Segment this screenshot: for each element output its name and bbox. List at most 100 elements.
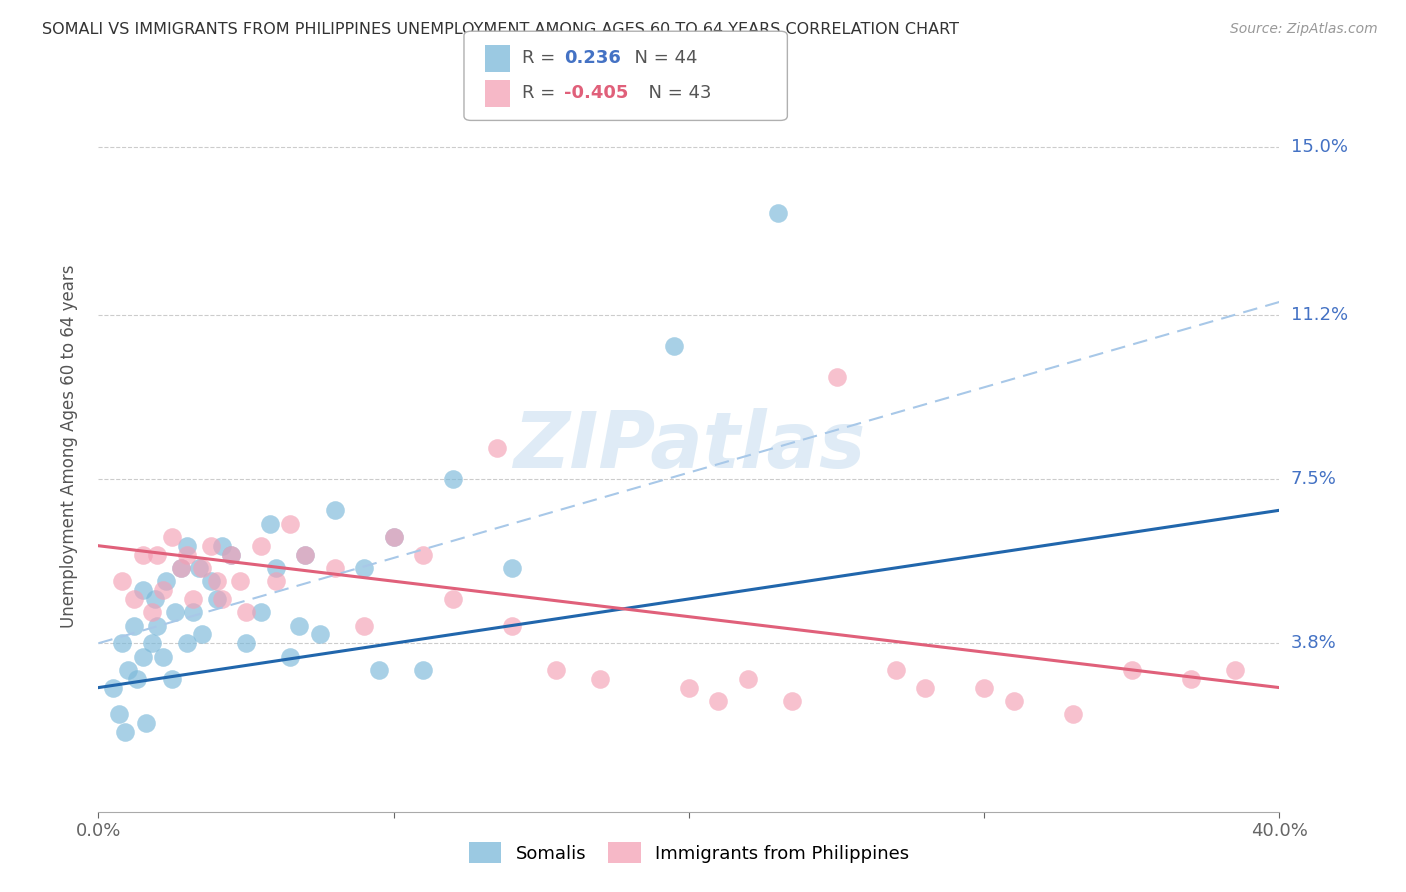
Point (235, 636, 257, 650)
Point (170, 561, 193, 575)
Point (205, 574, 228, 589)
Point (211, 591, 233, 606)
Point (323, 503, 346, 517)
Point (111, 636, 134, 650)
Point (589, 672, 612, 686)
Point (412, 663, 434, 677)
Point (162, 672, 183, 686)
Point (181, 591, 204, 606)
Point (259, 516, 281, 531)
Point (1002, 694, 1025, 708)
Point (353, 618, 375, 632)
Text: 15.0%: 15.0% (1291, 137, 1347, 156)
Point (146, 618, 169, 632)
Point (737, 672, 759, 686)
Legend: Somalis, Immigrants from Philippines: Somalis, Immigrants from Philippines (460, 833, 918, 872)
Point (122, 591, 145, 606)
Point (219, 548, 242, 562)
Point (191, 627, 214, 641)
Text: N = 43: N = 43 (637, 85, 711, 103)
Text: R =: R = (522, 49, 561, 67)
Point (117, 663, 139, 677)
Point (1180, 672, 1202, 686)
Text: ZIPatlas: ZIPatlas (513, 408, 865, 484)
Point (914, 681, 936, 695)
Point (187, 561, 209, 575)
Point (132, 548, 155, 562)
Point (544, 663, 567, 677)
Text: 7.5%: 7.5% (1291, 470, 1337, 488)
Point (103, 681, 125, 695)
Text: R =: R = (522, 85, 561, 103)
Point (176, 548, 198, 562)
Point (155, 574, 177, 589)
Point (264, 574, 287, 589)
Point (294, 548, 316, 562)
Point (211, 539, 233, 553)
Point (235, 605, 257, 619)
Point (441, 591, 464, 606)
Point (176, 636, 198, 650)
Text: 0.236: 0.236 (564, 49, 620, 67)
Point (200, 574, 222, 589)
Point (782, 694, 804, 708)
Text: SOMALI VS IMMIGRANTS FROM PHILIPPINES UNEMPLOYMENT AMONG AGES 60 TO 64 YEARS COR: SOMALI VS IMMIGRANTS FROM PHILIPPINES UN… (42, 22, 959, 37)
Point (146, 548, 169, 562)
Point (108, 707, 131, 722)
Point (1121, 663, 1143, 677)
Point (205, 591, 228, 606)
Point (501, 561, 523, 575)
Point (165, 605, 187, 619)
Point (323, 561, 346, 575)
Point (368, 663, 391, 677)
Point (884, 663, 907, 677)
Point (278, 516, 302, 531)
Point (132, 649, 155, 664)
Point (191, 561, 214, 575)
Text: Source: ZipAtlas.com: Source: ZipAtlas.com (1230, 22, 1378, 37)
Point (353, 561, 375, 575)
Text: -0.405: -0.405 (564, 85, 628, 103)
Point (486, 441, 509, 455)
Point (766, 206, 789, 220)
Point (250, 539, 273, 553)
Point (114, 725, 136, 739)
Point (412, 548, 434, 562)
Point (1062, 707, 1084, 722)
Text: 3.8%: 3.8% (1291, 634, 1336, 652)
Point (707, 694, 730, 708)
Point (294, 548, 316, 562)
Point (152, 649, 174, 664)
Point (122, 618, 145, 632)
Point (181, 605, 204, 619)
Point (219, 548, 242, 562)
Point (111, 574, 134, 589)
Point (176, 539, 198, 553)
Point (664, 339, 686, 353)
Point (1223, 663, 1246, 677)
Point (162, 530, 183, 544)
Point (288, 618, 311, 632)
Point (382, 530, 405, 544)
Point (170, 561, 193, 575)
Point (973, 681, 995, 695)
Y-axis label: Unemployment Among Ages 60 to 64 years: Unemployment Among Ages 60 to 64 years (59, 264, 77, 628)
Point (309, 627, 332, 641)
Point (501, 618, 523, 632)
Point (229, 574, 252, 589)
Point (825, 370, 848, 384)
Point (250, 605, 273, 619)
Point (152, 583, 174, 598)
Text: N = 44: N = 44 (623, 49, 697, 67)
Point (143, 591, 166, 606)
Point (678, 681, 700, 695)
Point (141, 605, 163, 619)
Point (125, 672, 148, 686)
Point (441, 472, 464, 486)
Point (132, 583, 155, 598)
Point (200, 539, 222, 553)
Point (264, 561, 287, 575)
Point (278, 649, 302, 664)
Point (382, 530, 405, 544)
Point (135, 716, 157, 731)
